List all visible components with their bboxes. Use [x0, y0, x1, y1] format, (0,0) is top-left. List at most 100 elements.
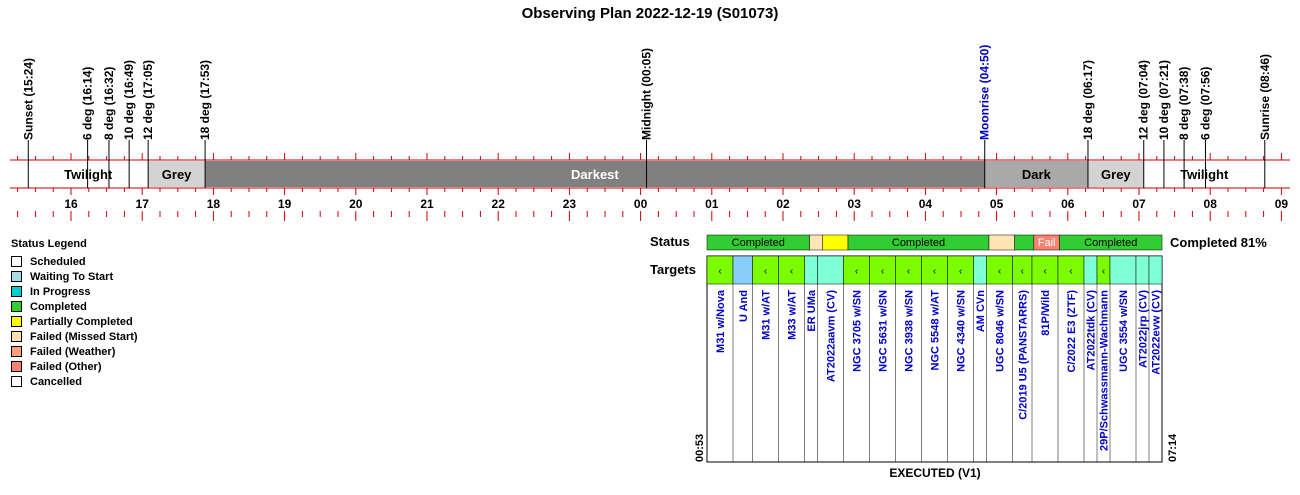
hour-tick-label: 01: [705, 197, 719, 211]
legend-swatch: [11, 331, 22, 342]
status-legend: Status Legend Scheduled Waiting To Start…: [11, 238, 138, 389]
legend-swatch: [11, 286, 22, 297]
legend-label: Failed (Weather): [30, 345, 116, 358]
sky-period-grey: [148, 161, 206, 187]
target-mark: ‹: [933, 266, 936, 277]
hour-tick-label: 22: [492, 197, 506, 211]
legend-swatch: [11, 316, 22, 327]
legend-swatch: [11, 301, 22, 312]
execution-footer: EXECUTED (V1): [889, 466, 981, 480]
target-name: M31 w/Nova: [715, 289, 727, 353]
legend-item-weather: Failed (Weather): [11, 344, 138, 359]
legend-item-partial: Partially Completed: [11, 314, 138, 329]
target-name: C/2022 E3 (ZTF): [1066, 290, 1078, 373]
target-status-cell: [706, 255, 734, 285]
target-status-cell: [732, 255, 753, 285]
target-name: NGC 4340 w/SN: [956, 290, 968, 372]
chart-title: Observing Plan 2022-12-19 (S01073): [521, 5, 779, 22]
target-name: AT2022jrp (CV): [1138, 290, 1150, 368]
status-segment: [1014, 234, 1035, 251]
target-name: UGC 3554 w/SN: [1118, 290, 1130, 372]
hour-tick-label: 06: [1061, 197, 1075, 211]
legend-label: Waiting To Start: [30, 270, 114, 283]
target-name: AM CVn: [975, 290, 987, 332]
target-mark: ‹: [855, 266, 858, 277]
target-status-cell: [1148, 255, 1163, 285]
hour-tick-label: 19: [278, 197, 292, 211]
sky-period-label: Grey: [162, 167, 192, 182]
hour-tick-label: 18: [207, 197, 221, 211]
target-status-cell: [817, 255, 844, 285]
legend-label: Scheduled: [30, 255, 86, 268]
target-status-cell: [895, 255, 922, 285]
legend-item-completed: Completed: [11, 299, 138, 314]
legend-title: Status Legend: [11, 238, 87, 250]
sky-period-label: Darkest: [571, 167, 619, 182]
legend-item-other: Failed (Other): [11, 359, 138, 374]
legend-label: In Progress: [30, 285, 91, 298]
legend-label: Partially Completed: [30, 315, 133, 328]
target-mark: ‹: [959, 266, 962, 277]
event-label: 6 deg (16:14): [81, 67, 95, 140]
target-status-cell: [778, 255, 805, 285]
target-name: M31 w/AT: [761, 290, 773, 340]
hour-tick-label: 23: [563, 197, 577, 211]
event-label: Sunset (15:24): [21, 58, 35, 140]
hour-tick-label: 17: [136, 197, 150, 211]
status-segment-label: Completed: [892, 237, 945, 249]
sky-period-dark: [984, 161, 1088, 187]
hour-tick-label: 05: [990, 197, 1004, 211]
hour-tick-label: 09: [1275, 197, 1289, 211]
legend-swatch: [11, 376, 22, 387]
hour-tick-label: 21: [420, 197, 434, 211]
event-label: 8 deg (07:38): [1177, 67, 1191, 140]
legend-swatch: [11, 256, 22, 267]
sky-period-grey: [1087, 161, 1144, 187]
target-name: NGC 3705 w/SN: [852, 290, 864, 372]
status-row-label: Status: [650, 234, 690, 249]
legend-swatch: [11, 361, 22, 372]
hour-tick-label: 20: [349, 197, 363, 211]
completion-summary: Completed 81%: [1170, 235, 1267, 250]
target-mark: ‹: [790, 266, 793, 277]
legend-swatch: [11, 346, 22, 357]
legend-item-waiting: Waiting To Start: [11, 269, 138, 284]
legend-swatch: [11, 271, 22, 282]
target-status-cell: [1031, 255, 1059, 285]
target-mark: ‹: [1069, 266, 1072, 277]
hour-tick-label: 02: [776, 197, 790, 211]
event-label: 10 deg (16:49): [122, 60, 136, 140]
hour-tick-label: 16: [64, 197, 78, 211]
target-status-cell: [1135, 255, 1150, 285]
target-status-cell: [752, 255, 779, 285]
exec-end-time: 07:14: [1167, 433, 1179, 462]
target-status-cell: [1109, 255, 1137, 285]
target-status-cell: [973, 255, 987, 285]
legend-item-in-progress: In Progress: [11, 284, 138, 299]
target-name: NGC 5548 w/AT: [930, 290, 942, 371]
target-status-cell: [947, 255, 974, 285]
event-label: 8 deg (16:32): [102, 67, 116, 140]
sky-period-label: Dark: [1022, 167, 1052, 182]
legend-label: Failed (Missed Start): [30, 330, 138, 343]
target-mark: ‹: [1043, 266, 1046, 277]
sky-period-twilight: [28, 161, 149, 187]
hour-tick-label: 04: [919, 197, 933, 211]
event-label: 12 deg (17:05): [141, 60, 155, 140]
exec-start-time: 00:53: [694, 434, 706, 462]
legend-item-cancelled: Cancelled: [11, 374, 138, 389]
target-mark: ‹: [907, 266, 910, 277]
status-segment: [809, 234, 823, 251]
target-name: NGC 3938 w/SN: [904, 290, 916, 372]
target-status-cell: [869, 255, 896, 285]
target-name: M33 w/AT: [787, 290, 799, 340]
sky-period-label: Twilight: [1180, 167, 1229, 182]
hour-tick-label: 08: [1204, 197, 1218, 211]
hour-tick-label: 07: [1132, 197, 1146, 211]
event-label: 12 deg (07:04): [1137, 60, 1151, 140]
legend-item-missed: Failed (Missed Start): [11, 329, 138, 344]
status-segment-label: Fail: [1038, 237, 1056, 249]
targets-row-label: Targets: [650, 262, 696, 277]
sky-period-darkest: [205, 161, 985, 187]
